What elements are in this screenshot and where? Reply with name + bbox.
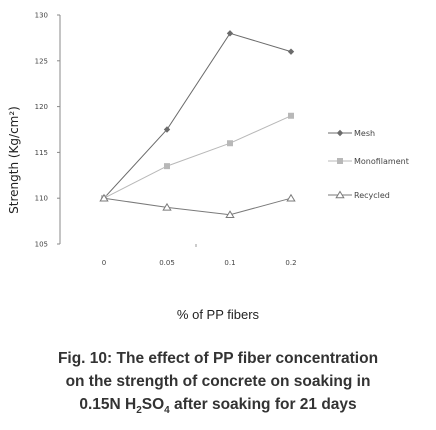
data-point: [225, 210, 235, 218]
caption-line-3: 0.15N H2SO4 after soaking for 21 days: [79, 396, 357, 417]
chart-axes: 105 110 115 120 125 130 0 0.05 0.1 0.2: [35, 12, 297, 268]
series-recycled: [99, 193, 296, 218]
caption-line-1: Fig. 10: The effect of PP fiber concentr…: [57, 350, 379, 367]
y-axis-label: Strength (Kg/cm²): [7, 106, 21, 214]
legend-label: Monofilament: [354, 157, 409, 166]
legend-label: Recycled: [354, 191, 390, 200]
chart-legend: Mesh Monofilament Recycled: [328, 129, 409, 200]
y-tick-label: 130: [35, 12, 48, 20]
series-line: [103, 115, 292, 199]
y-tick-label: 110: [35, 195, 48, 203]
series-line: [103, 197, 292, 216]
data-point: [164, 163, 170, 170]
y-tick-label: 105: [35, 241, 48, 249]
x-tick-label: 0.1: [224, 259, 235, 267]
x-axis-label: % of PP fibers: [176, 307, 260, 322]
data-point: [163, 126, 171, 133]
line-chart: 105 110 115 120 125 130 0 0.05 0.1 0.2 Mesh Monofi…: [7, 12, 409, 268]
legend-item-monofilament: Monofilament: [328, 157, 409, 166]
data-point: [99, 193, 109, 202]
legend-marker: [336, 129, 344, 137]
x-tick-label: 0: [102, 259, 106, 267]
data-point: [287, 48, 295, 55]
figure-caption: Fig. 10: The effect of PP fiber concentr…: [0, 347, 436, 422]
series-mesh: [100, 30, 295, 202]
series-line: [103, 32, 292, 199]
legend-item-recycled: Recycled: [328, 190, 390, 200]
legend-label: Mesh: [354, 129, 375, 138]
data-point: [288, 112, 294, 119]
legend-item-mesh: Mesh: [328, 129, 375, 138]
data-point: [286, 193, 296, 202]
x-tick-label: 0.05: [159, 259, 175, 267]
chart-series: [99, 30, 296, 218]
x-tick-label: 0.2: [285, 259, 296, 267]
legend-marker: [337, 158, 343, 164]
y-tick-label: 125: [35, 57, 48, 65]
series-monofilament: [101, 112, 294, 202]
legend-marker: [335, 190, 345, 199]
y-tick-label: 115: [35, 149, 48, 157]
caption-line-2: on the strength of concrete on soaking i…: [65, 373, 371, 390]
y-tick-label: 120: [35, 103, 48, 111]
data-point: [226, 30, 234, 37]
data-point: [227, 140, 233, 147]
data-point: [162, 202, 172, 211]
